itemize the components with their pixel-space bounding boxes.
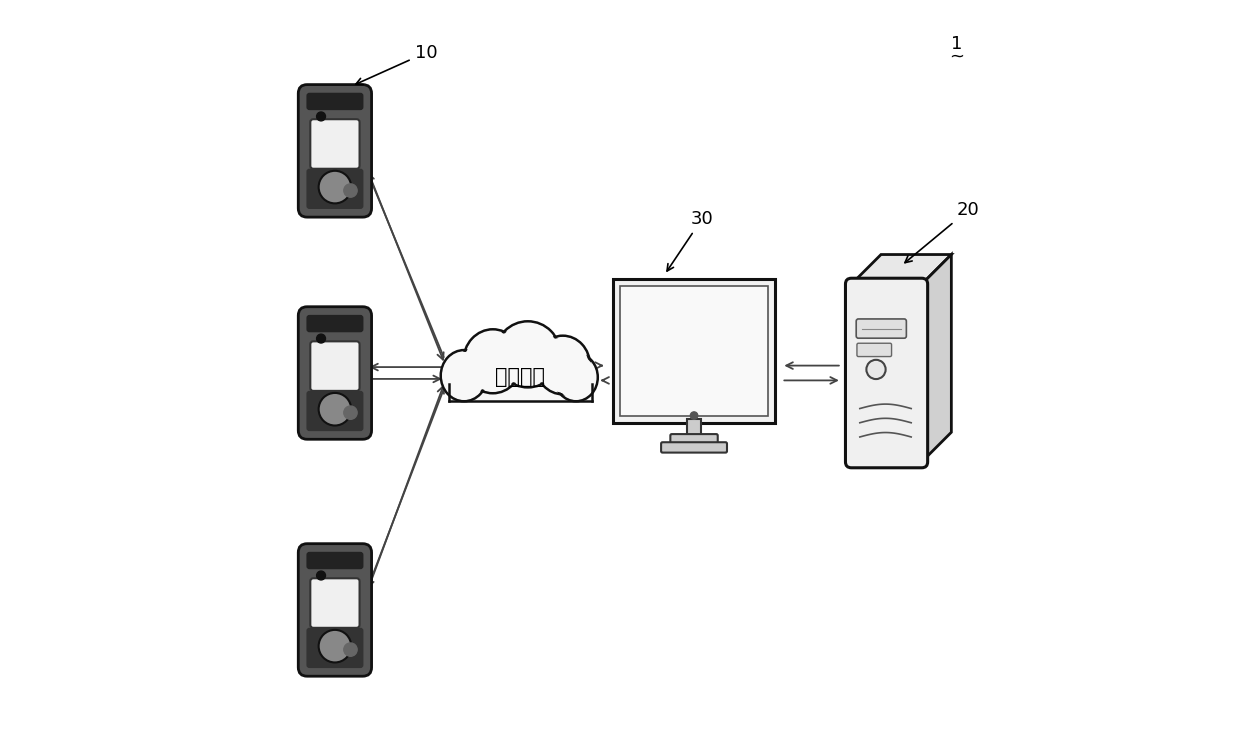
FancyBboxPatch shape bbox=[310, 119, 360, 169]
FancyBboxPatch shape bbox=[306, 315, 363, 332]
FancyBboxPatch shape bbox=[620, 286, 768, 416]
FancyBboxPatch shape bbox=[856, 319, 906, 338]
Text: 30: 30 bbox=[667, 210, 713, 271]
FancyBboxPatch shape bbox=[306, 169, 363, 209]
Ellipse shape bbox=[554, 354, 598, 401]
FancyBboxPatch shape bbox=[299, 307, 372, 439]
Polygon shape bbox=[921, 254, 951, 462]
Text: 网络连接: 网络连接 bbox=[495, 367, 546, 386]
FancyBboxPatch shape bbox=[306, 391, 363, 431]
Polygon shape bbox=[852, 254, 951, 284]
Circle shape bbox=[691, 412, 698, 419]
Circle shape bbox=[319, 171, 351, 204]
Bar bbox=[449, 368, 591, 402]
Circle shape bbox=[316, 112, 325, 121]
FancyBboxPatch shape bbox=[661, 442, 727, 453]
Circle shape bbox=[867, 360, 885, 379]
Ellipse shape bbox=[497, 323, 558, 386]
Bar bbox=[687, 419, 702, 441]
FancyBboxPatch shape bbox=[299, 544, 372, 676]
Ellipse shape bbox=[537, 337, 588, 392]
Ellipse shape bbox=[440, 350, 487, 401]
FancyBboxPatch shape bbox=[306, 93, 363, 110]
FancyBboxPatch shape bbox=[613, 278, 775, 423]
Ellipse shape bbox=[465, 331, 521, 392]
Ellipse shape bbox=[495, 322, 560, 387]
Circle shape bbox=[319, 630, 351, 662]
Ellipse shape bbox=[443, 352, 486, 399]
Text: 20: 20 bbox=[905, 201, 980, 263]
Ellipse shape bbox=[464, 329, 522, 393]
FancyBboxPatch shape bbox=[671, 434, 718, 446]
FancyBboxPatch shape bbox=[846, 278, 928, 468]
Text: 1: 1 bbox=[951, 34, 962, 52]
Ellipse shape bbox=[536, 336, 590, 395]
Circle shape bbox=[319, 393, 351, 425]
Text: ~: ~ bbox=[950, 47, 965, 65]
Circle shape bbox=[343, 643, 357, 656]
FancyBboxPatch shape bbox=[306, 552, 363, 569]
FancyBboxPatch shape bbox=[299, 84, 372, 217]
Text: 10: 10 bbox=[356, 44, 438, 84]
FancyBboxPatch shape bbox=[306, 627, 363, 668]
Circle shape bbox=[316, 334, 325, 343]
FancyBboxPatch shape bbox=[857, 343, 892, 357]
Ellipse shape bbox=[556, 355, 596, 399]
FancyBboxPatch shape bbox=[310, 578, 360, 628]
Circle shape bbox=[343, 184, 357, 197]
FancyBboxPatch shape bbox=[310, 342, 360, 391]
Circle shape bbox=[316, 571, 325, 580]
Circle shape bbox=[343, 406, 357, 419]
